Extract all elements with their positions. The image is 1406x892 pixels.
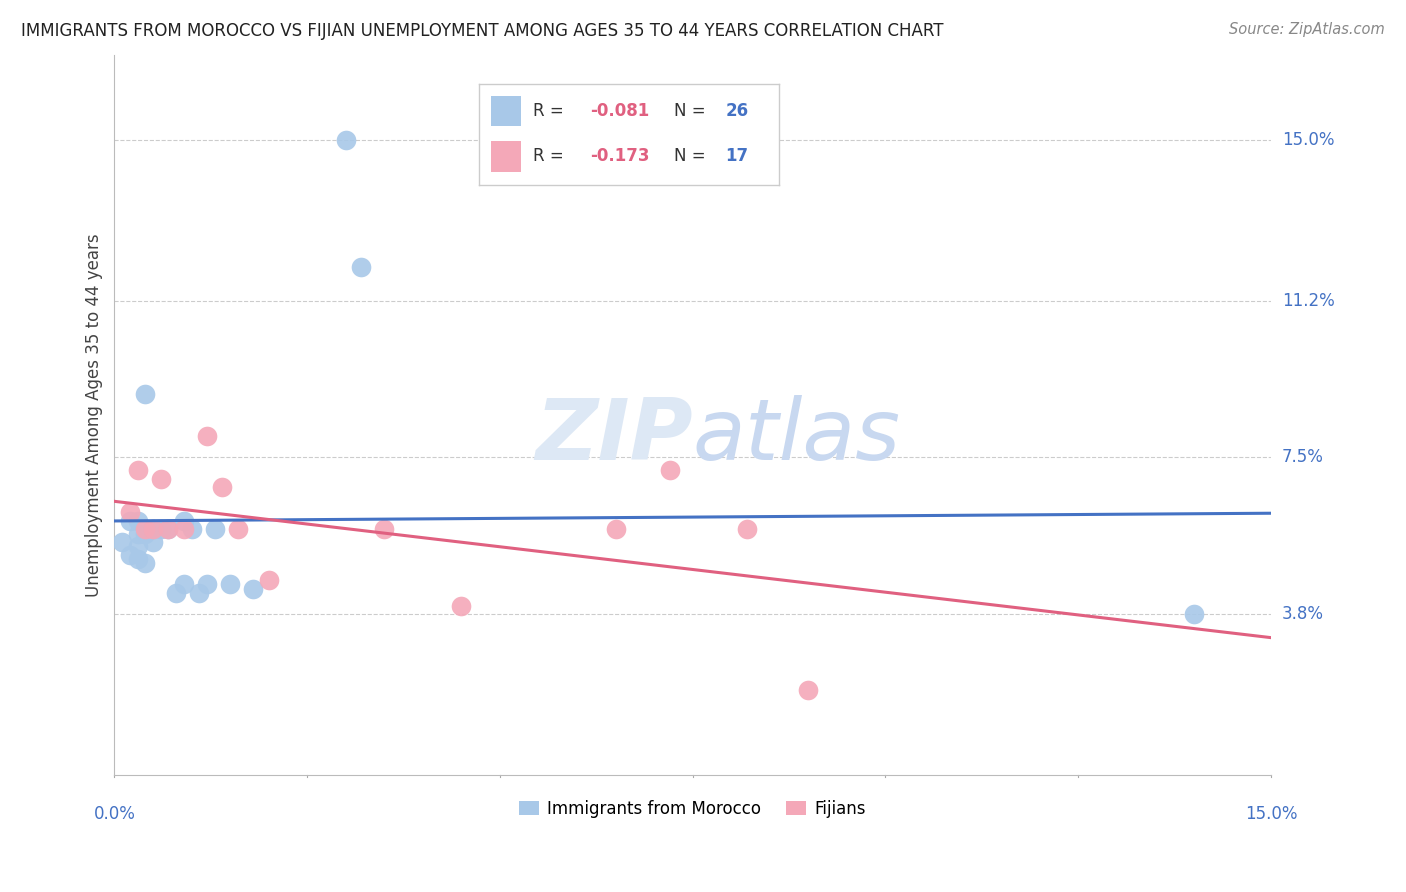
Point xyxy=(149,522,172,536)
Point xyxy=(127,552,149,566)
Point xyxy=(173,514,195,528)
Point xyxy=(157,522,180,536)
Text: 11.2%: 11.2% xyxy=(1282,292,1334,310)
Point xyxy=(127,463,149,477)
Point xyxy=(735,522,758,536)
Point xyxy=(350,260,373,274)
Point xyxy=(180,522,202,536)
Point xyxy=(211,480,233,494)
Text: atlas: atlas xyxy=(693,395,901,478)
Point xyxy=(149,471,172,485)
Point xyxy=(165,586,187,600)
Text: 15.0%: 15.0% xyxy=(1282,131,1334,149)
Point xyxy=(335,133,357,147)
Point xyxy=(142,522,165,536)
Text: 3.8%: 3.8% xyxy=(1282,605,1324,623)
Point xyxy=(226,522,249,536)
Point xyxy=(127,514,149,528)
Point xyxy=(173,522,195,536)
Point xyxy=(204,522,226,536)
Point xyxy=(142,535,165,549)
Point xyxy=(605,522,627,536)
Text: 0.0%: 0.0% xyxy=(93,805,135,823)
Point xyxy=(118,514,141,528)
Point xyxy=(797,683,820,698)
Point xyxy=(111,535,134,549)
Point xyxy=(373,522,395,536)
Point xyxy=(118,505,141,519)
Point xyxy=(134,387,156,401)
Point xyxy=(1182,607,1205,621)
Text: 15.0%: 15.0% xyxy=(1244,805,1298,823)
Point xyxy=(450,599,472,613)
Point xyxy=(188,586,211,600)
Point xyxy=(118,548,141,562)
Text: 7.5%: 7.5% xyxy=(1282,449,1324,467)
Point xyxy=(242,582,264,596)
Point xyxy=(134,522,156,536)
Point xyxy=(219,577,242,591)
Point xyxy=(658,463,681,477)
Point xyxy=(157,522,180,536)
Legend: Immigrants from Morocco, Fijians: Immigrants from Morocco, Fijians xyxy=(512,793,873,824)
Point xyxy=(142,522,165,536)
Text: Source: ZipAtlas.com: Source: ZipAtlas.com xyxy=(1229,22,1385,37)
Point xyxy=(195,577,218,591)
Text: IMMIGRANTS FROM MOROCCO VS FIJIAN UNEMPLOYMENT AMONG AGES 35 TO 44 YEARS CORRELA: IMMIGRANTS FROM MOROCCO VS FIJIAN UNEMPL… xyxy=(21,22,943,40)
Point xyxy=(127,526,149,541)
Point xyxy=(134,556,156,570)
Y-axis label: Unemployment Among Ages 35 to 44 years: Unemployment Among Ages 35 to 44 years xyxy=(86,233,103,597)
Point xyxy=(134,526,156,541)
Point xyxy=(173,577,195,591)
Point xyxy=(127,539,149,553)
Point xyxy=(257,573,280,587)
Text: ZIP: ZIP xyxy=(536,395,693,478)
Point xyxy=(195,429,218,443)
